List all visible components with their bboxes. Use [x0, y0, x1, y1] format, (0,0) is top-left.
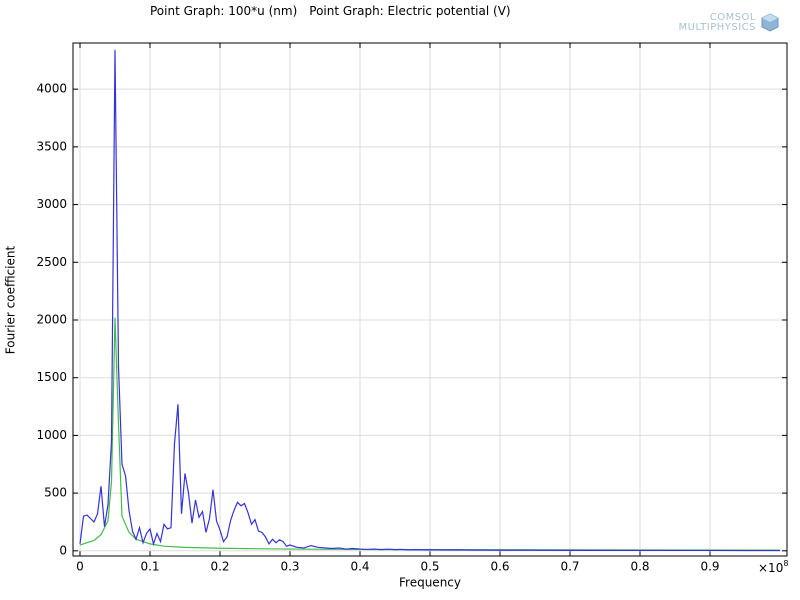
- y-tick-label: 500: [44, 486, 67, 500]
- y-tick-label: 0: [59, 543, 67, 557]
- x-tick-label: 0.4: [350, 560, 369, 574]
- y-tick-label: 1500: [36, 370, 67, 384]
- series-title: Point Graph: Electric potential (V): [309, 4, 510, 18]
- x-tick-label: 0.6: [490, 560, 509, 574]
- x-tick-label: 0.5: [420, 560, 439, 574]
- y-tick-label: 3500: [36, 139, 67, 153]
- y-tick-label: 1000: [36, 428, 67, 442]
- plot-frame: [72, 42, 788, 557]
- logo-icon: [761, 13, 779, 32]
- y-axis-label: Fourier coefficient: [4, 246, 18, 355]
- y-tick-label: 4000: [36, 82, 67, 96]
- x-tick-label: 0.9: [700, 560, 719, 574]
- x-tick-label: 0.1: [140, 560, 159, 574]
- x-tick-label: 0.8: [630, 560, 649, 574]
- chart-title: Point Graph: 100*u (nm) Point Graph: Elec…: [150, 4, 511, 18]
- y-tick-label: 3000: [36, 197, 67, 211]
- x-axis-label: Frequency: [399, 576, 461, 590]
- x-tick-label: 0: [76, 560, 84, 574]
- x-multiplier-base: ×10: [758, 561, 783, 575]
- x-tick-label: 0.3: [280, 560, 299, 574]
- x-tick-label: 0.7: [560, 560, 579, 574]
- logo-text: MULTIPHYSICS: [679, 22, 756, 33]
- x-tick-label: 0.2: [210, 560, 229, 574]
- y-tick-label: 2000: [36, 312, 67, 326]
- logo-text: COMSOL: [710, 12, 756, 23]
- y-tick-label: 2500: [36, 255, 67, 269]
- x-multiplier: ×108: [758, 559, 788, 575]
- x-multiplier-exponent: 8: [783, 559, 788, 568]
- data-line: [79, 49, 780, 552]
- series-title: Point Graph: 100*u (nm): [150, 4, 297, 18]
